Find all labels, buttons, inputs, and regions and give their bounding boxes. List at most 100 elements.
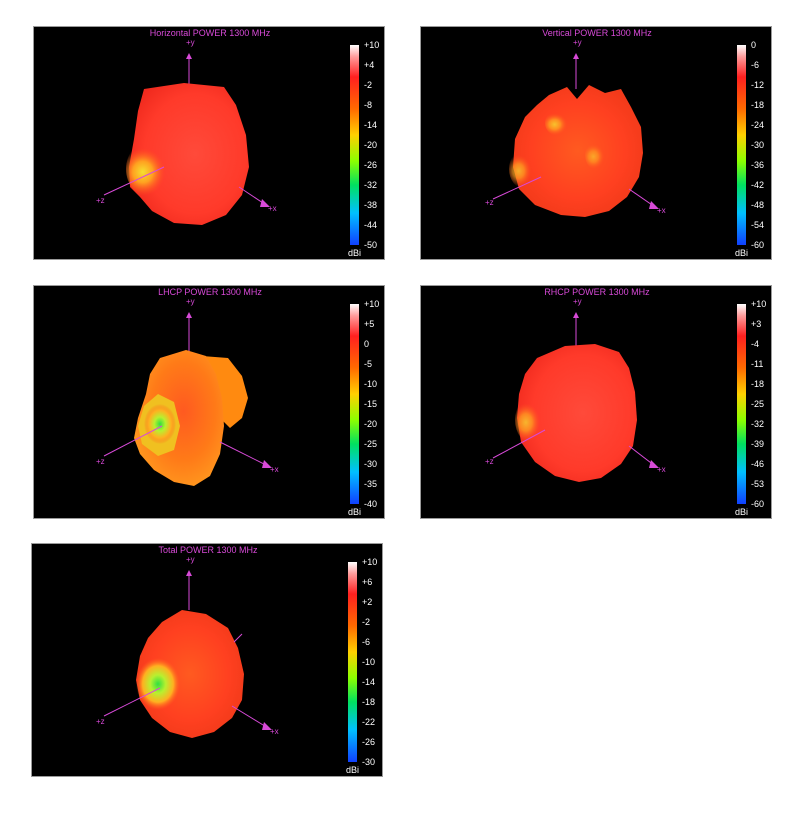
- x-axis-arrow: [649, 201, 659, 209]
- scale-unit: dBi: [348, 248, 362, 258]
- pattern-hotspot: [126, 139, 182, 199]
- scale-tick: -15: [364, 399, 378, 409]
- scale-tick: -35: [364, 479, 378, 489]
- radiation-pattern-3d: +y +x +z: [485, 297, 666, 482]
- scale-tick: -44: [364, 220, 378, 230]
- panel-title: Total POWER 1300 MHz: [158, 545, 258, 555]
- pattern-hotspot: [585, 139, 613, 171]
- pattern-lobe: [513, 85, 643, 217]
- scale-tick: -38: [364, 200, 378, 210]
- scale-tick: -14: [362, 677, 376, 687]
- x-axis-arrow: [649, 460, 659, 468]
- scale-tick: -10: [362, 657, 376, 667]
- scale-tick: +6: [362, 577, 373, 587]
- x-axis-label: +x: [657, 465, 666, 474]
- scale-tick: -20: [364, 419, 378, 429]
- y-axis-arrow: [573, 312, 579, 318]
- scale-tick: -20: [364, 140, 378, 150]
- scale-tick: -5: [364, 359, 373, 369]
- scale-tick: -46: [751, 459, 765, 469]
- scale-tick: +4: [364, 60, 375, 70]
- scale-tick: -32: [364, 180, 378, 190]
- color-scale-bar: [348, 562, 357, 762]
- vertical-power-panel: Vertical POWER 1300 MHz +y +x +z 0 -6 -1…: [420, 26, 772, 260]
- scale-tick: +3: [751, 319, 762, 329]
- x-axis: [231, 705, 269, 729]
- scale-tick: -6: [751, 60, 760, 70]
- total-power-panel: Total POWER 1300 MHz +y +x +z +10 +6 +2 …: [31, 543, 383, 777]
- y-axis-arrow: [186, 570, 192, 576]
- pattern-hotspot: [509, 149, 541, 189]
- z-axis: [103, 166, 165, 196]
- scale-tick: 0: [364, 339, 370, 349]
- y-axis-label: +y: [186, 297, 195, 306]
- x-axis-label: +x: [268, 204, 277, 213]
- scale-tick: -30: [751, 140, 765, 150]
- scale-tick: -60: [751, 240, 765, 250]
- z-axis: [492, 429, 546, 459]
- panel-title: Horizontal POWER 1300 MHz: [149, 28, 271, 38]
- z-axis: [103, 425, 163, 457]
- panel-title: Vertical POWER 1300 MHz: [542, 28, 652, 38]
- scale-tick: 0: [751, 40, 757, 50]
- scale-unit: dBi: [346, 765, 360, 775]
- scale-tick: -30: [364, 459, 378, 469]
- scale-unit: dBi: [735, 248, 749, 258]
- scale-tick: -12: [751, 80, 765, 90]
- z-axis-label: +z: [485, 198, 494, 207]
- scale-tick: -26: [364, 160, 378, 170]
- x-axis-label: +x: [270, 465, 279, 474]
- pattern-hotspot: [545, 109, 577, 137]
- horizontal-power-panel: Horizontal POWER 1300 MHz +y +x +z +10 +…: [33, 26, 385, 260]
- x-axis-label: +x: [270, 727, 279, 736]
- scale-tick: -2: [364, 80, 373, 90]
- y-axis-label: +y: [186, 555, 195, 564]
- pattern-null: [144, 404, 176, 444]
- x-axis: [219, 441, 269, 467]
- scale-tick: +10: [364, 40, 380, 50]
- scale-tick: -14: [364, 120, 378, 130]
- scale-tick: +10: [364, 299, 380, 309]
- radiation-pattern-3d: +y +x +z: [96, 38, 277, 225]
- x-axis-label: +x: [657, 206, 666, 215]
- scale-tick: +2: [362, 597, 373, 607]
- scale-tick: -25: [364, 439, 378, 449]
- z-axis: [492, 176, 542, 200]
- scale-tick: -6: [362, 637, 371, 647]
- scale-tick: -18: [751, 100, 765, 110]
- scale-tick: -54: [751, 220, 765, 230]
- scale-tick: -10: [364, 379, 378, 389]
- scale-tick: +5: [364, 319, 375, 329]
- scale-tick: -40: [364, 499, 378, 509]
- axis-tick: [233, 633, 243, 643]
- radiation-pattern-3d: +y +x +z: [96, 297, 279, 486]
- pattern-null: [136, 658, 180, 710]
- scale-tick: -53: [751, 479, 765, 489]
- scale-tick: -26: [362, 737, 376, 747]
- y-axis-label: +y: [573, 38, 582, 47]
- scale-tick: -11: [751, 359, 764, 369]
- scale-tick: -36: [751, 160, 765, 170]
- y-axis-arrow: [186, 312, 192, 318]
- y-axis-label: +y: [186, 38, 195, 47]
- color-scale-ticks: +10 +3 -4 -11 -18 -25 -32 -39 -46 -53 -6…: [751, 299, 771, 509]
- color-scale-ticks: 0 -6 -12 -18 -24 -30 -36 -42 -48 -54 -60: [751, 40, 771, 250]
- panel-title: LHCP POWER 1300 MHz: [158, 287, 262, 297]
- scale-tick: -18: [362, 697, 376, 707]
- y-axis-arrow: [186, 53, 192, 59]
- x-axis-arrow: [262, 722, 272, 730]
- scale-tick: -48: [751, 200, 765, 210]
- scale-tick: -4: [751, 339, 760, 349]
- z-axis-label: +z: [96, 717, 105, 726]
- scale-unit: dBi: [348, 507, 362, 517]
- x-axis-arrow: [262, 460, 272, 468]
- x-axis-arrow: [260, 199, 270, 207]
- z-axis-label: +z: [485, 457, 494, 466]
- radiation-pattern-3d: +y +x +z: [96, 555, 279, 738]
- color-scale-bar: [737, 304, 746, 504]
- color-scale-bar: [737, 45, 746, 245]
- z-axis-label: +z: [96, 196, 105, 205]
- y-axis-label: +y: [573, 297, 582, 306]
- z-axis: [103, 687, 161, 717]
- scale-tick: -8: [364, 100, 373, 110]
